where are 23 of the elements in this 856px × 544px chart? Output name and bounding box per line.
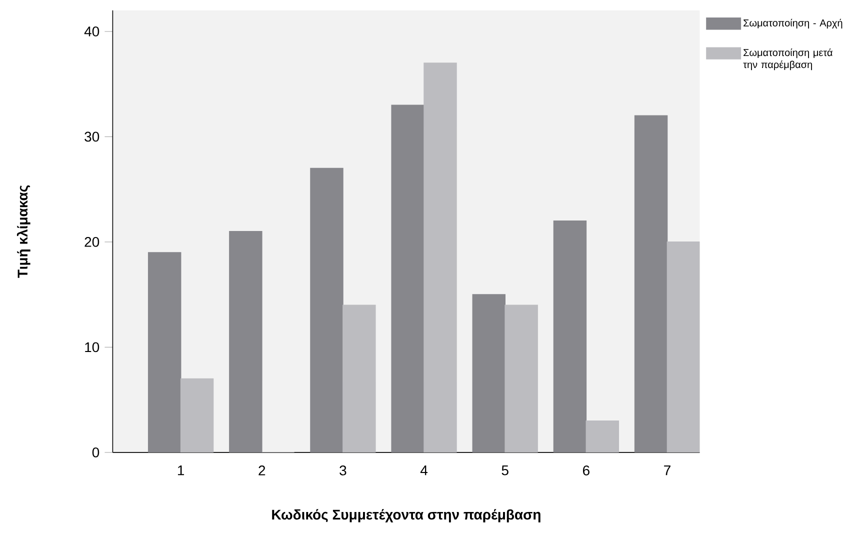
x-tick-label: 4 [420,466,428,476]
bar [310,168,344,452]
y-tick-label: 10 [85,342,100,352]
x-tick-label: 2 [258,466,266,476]
x-tick-label: 5 [502,466,508,476]
legend-label: Σωματοποίηση - Αρχή [744,18,842,28]
y-axis-title: Τιμή κλίμακας [16,185,30,278]
x-tick-label: 7 [664,466,670,476]
bar [634,115,668,452]
x-tick-label: 1 [178,466,184,476]
bar [148,252,182,452]
y-tick-label: 0 [92,447,100,458]
bar [472,294,506,452]
y-tick-label: 40 [84,26,100,36]
y-tick-label: 30 [84,132,100,142]
legend-label: Σωματοποίηση μετά την παρέμβαση [743,48,832,70]
bar [391,104,424,452]
bar [553,220,587,452]
y-tick-label: 20 [84,237,100,247]
x-axis-title: Κωδικός Συμμετέχοντα στην παρέμβαση [272,509,540,522]
x-tick-label: 3 [340,466,346,476]
bar [229,231,262,452]
x-tick-label: 6 [583,466,590,476]
